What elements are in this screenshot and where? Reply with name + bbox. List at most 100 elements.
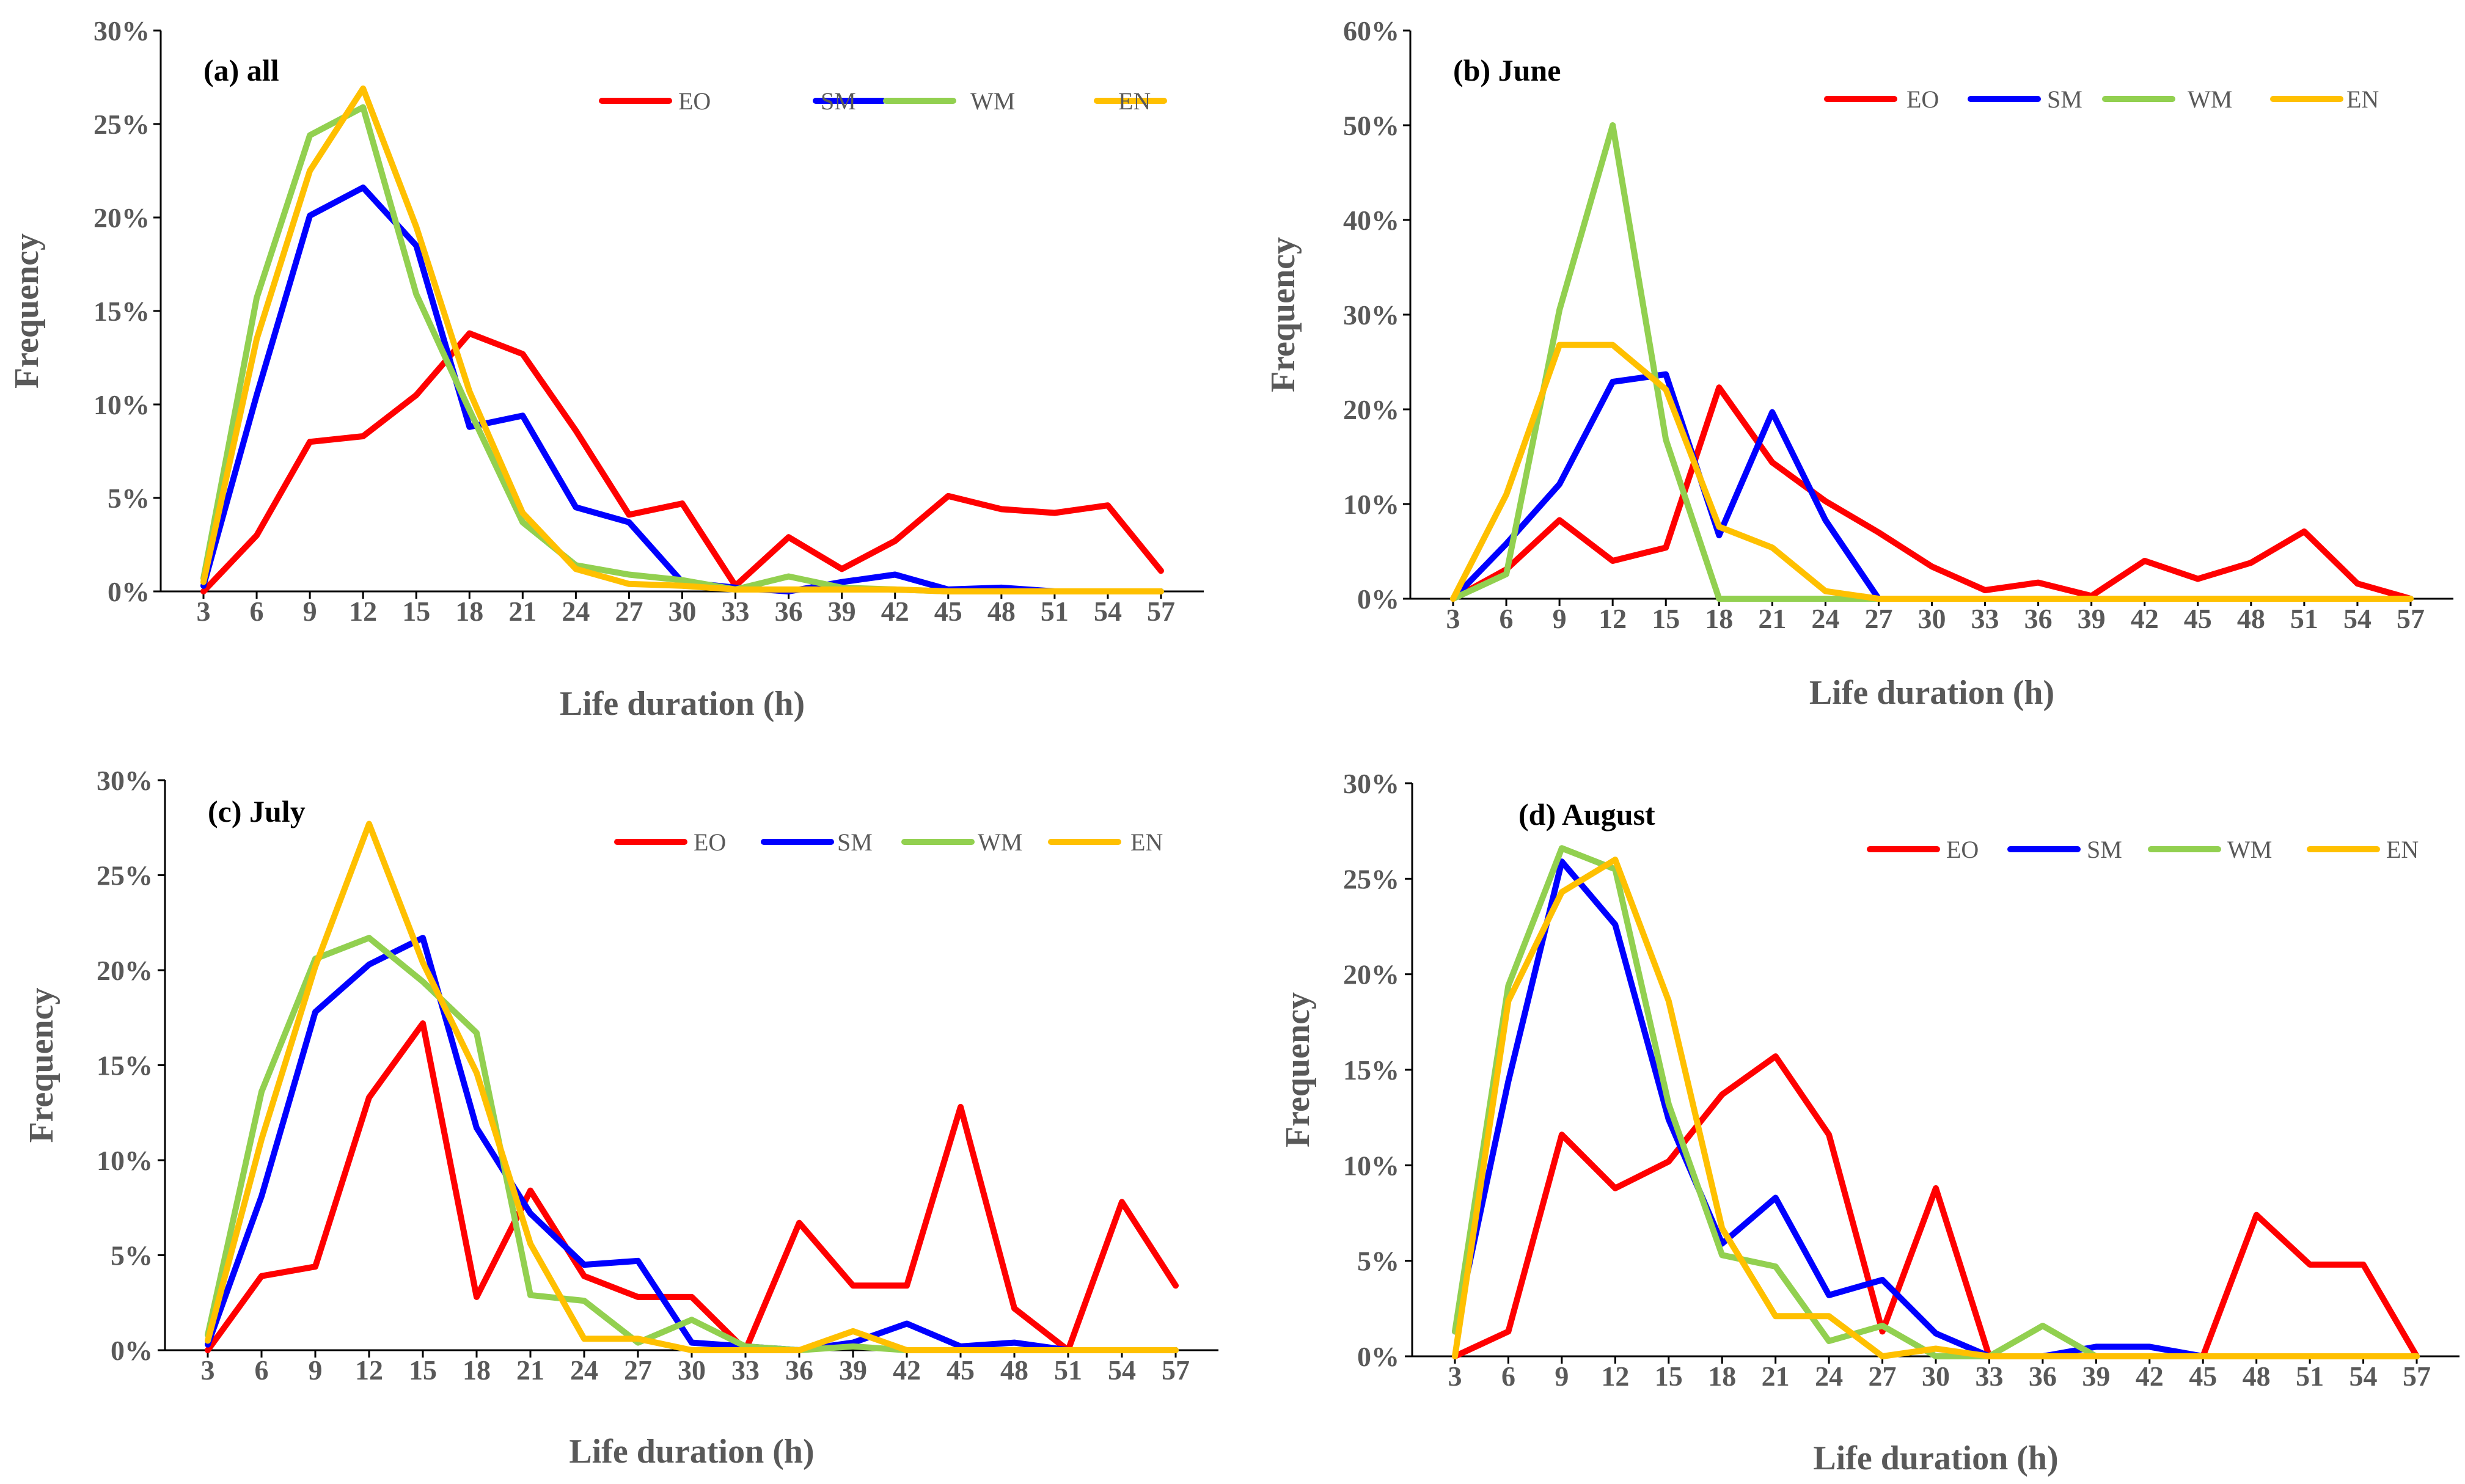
x-tick-label: 3: [201, 1354, 215, 1386]
x-tick-label: 6: [255, 1354, 269, 1386]
x-tick-label: 21: [1762, 1361, 1790, 1392]
series-line-en: [205, 821, 1179, 1353]
y-tick-label: 10%: [93, 389, 150, 420]
x-tick-label: 3: [1448, 1361, 1462, 1392]
x-tick-label: 33: [722, 596, 750, 627]
x-tick-label: 33: [1975, 1361, 2003, 1392]
x-tick-label: 36: [2029, 1361, 2057, 1392]
x-tick-label: 24: [1811, 603, 1839, 634]
x-tick-label: 51: [1041, 596, 1069, 627]
x-tick-label: 48: [2243, 1361, 2271, 1392]
series-line-eo: [1450, 384, 2414, 602]
series-line-en: [1452, 857, 2420, 1359]
x-tick-label: 57: [1162, 1354, 1190, 1386]
x-tick-label: 12: [1599, 603, 1627, 634]
x-tick-label: 18: [1708, 1361, 1736, 1392]
legend-label-sm: SM: [2087, 836, 2122, 863]
legend-label-wm: WM: [2227, 836, 2272, 863]
x-tick-label: 45: [934, 596, 962, 627]
y-tick-label: 10%: [1343, 489, 1399, 520]
x-tick-label: 36: [775, 596, 803, 627]
legend-label-eo: EO: [1946, 836, 1979, 863]
x-tick-label: 18: [455, 596, 483, 627]
y-tick-label: 30%: [93, 15, 150, 46]
y-tick-label: 20%: [1343, 959, 1399, 990]
legend-label-en: EN: [1130, 828, 1163, 856]
x-tick-label: 48: [1000, 1354, 1028, 1386]
y-tick-label: 0%: [108, 576, 150, 607]
series-line-eo: [200, 330, 1164, 594]
x-axis-title: Life duration (h): [560, 685, 805, 723]
x-tick-label: 33: [1971, 603, 1999, 634]
x-tick-label: 57: [2403, 1361, 2431, 1392]
series-line-sm: [1452, 858, 2420, 1359]
x-tick-label: 39: [2078, 603, 2106, 634]
x-tick-label: 27: [615, 596, 643, 627]
series-line-wm: [200, 104, 1164, 594]
x-tick-label: 9: [303, 596, 317, 627]
y-tick-label: 20%: [1343, 394, 1399, 425]
series-line-wm: [1450, 122, 2414, 602]
x-tick-label: 48: [987, 596, 1016, 627]
x-tick-label: 33: [731, 1354, 760, 1386]
y-tick-label: 15%: [97, 1050, 153, 1081]
x-axis-title: Life duration (h): [569, 1433, 814, 1471]
legend-label-sm: SM: [821, 87, 856, 115]
x-tick-label: 21: [1758, 603, 1786, 634]
x-tick-label: 27: [1869, 1361, 1897, 1392]
x-tick-label: 54: [1094, 596, 1122, 627]
y-axis-title: Frequency: [8, 233, 46, 389]
x-tick-label: 6: [1501, 1361, 1515, 1392]
legend-label-eo: EO: [678, 87, 711, 115]
x-tick-label: 51: [2290, 603, 2318, 634]
x-tick-label: 42: [881, 596, 909, 627]
y-tick-label: 0%: [1357, 583, 1399, 615]
x-tick-label: 18: [1705, 603, 1733, 634]
legend: EO SM WM EN: [1867, 836, 2419, 863]
y-axis-title: Frequency: [1264, 237, 1302, 392]
y-tick-label: 20%: [97, 955, 153, 986]
x-tick-label: 27: [624, 1354, 652, 1386]
legend-label-wm: WM: [2188, 86, 2232, 113]
x-tick-label: 51: [2296, 1361, 2324, 1392]
chart-panel-c: 0%5%10%15%20%25%30%3 6 9 12 15 18 21 24 27 30 33 36…: [23, 765, 1218, 1471]
series-line-wm: [1452, 845, 2420, 1359]
legend-label-en: EN: [2386, 836, 2419, 863]
x-tick-label: 30: [668, 596, 697, 627]
legend: EO SM WM EN: [599, 87, 1167, 115]
panel-title: (d) August: [1518, 797, 1655, 832]
series-line-eo: [1452, 1053, 2420, 1359]
x-tick-label: 45: [2189, 1361, 2217, 1392]
x-tick-label: 24: [570, 1354, 598, 1386]
y-tick-label: 60%: [1343, 15, 1399, 46]
x-tick-label: 57: [1147, 596, 1175, 627]
x-tick-label: 54: [2343, 603, 2372, 634]
x-tick-label: 54: [1108, 1354, 1136, 1386]
y-tick-label: 25%: [93, 109, 150, 140]
x-tick-label: 6: [1500, 603, 1514, 634]
x-tick-label: 15: [409, 1354, 437, 1386]
x-tick-label: 42: [893, 1354, 921, 1386]
y-tick-label: 30%: [97, 765, 153, 796]
series-line-sm: [205, 935, 1179, 1353]
y-tick-label: 30%: [1343, 299, 1399, 331]
y-tick-label: 10%: [1343, 1150, 1399, 1181]
panel-title: (a) all: [203, 53, 279, 87]
y-tick-label: 0%: [111, 1335, 153, 1366]
legend-label-en: EN: [1118, 87, 1151, 115]
y-tick-label: 15%: [93, 296, 150, 327]
x-tick-label: 6: [250, 596, 264, 627]
y-axis-title: Frequency: [23, 987, 60, 1142]
x-tick-label: 3: [1446, 603, 1460, 634]
x-tick-label: 45: [2184, 603, 2212, 634]
x-tick-label: 9: [1555, 1361, 1569, 1392]
legend: EO SM WM EN: [1824, 86, 2379, 113]
y-tick-label: 5%: [111, 1240, 153, 1271]
legend-label-sm: SM: [837, 828, 873, 856]
x-tick-label: 24: [562, 596, 590, 627]
x-tick-label: 30: [1918, 603, 1946, 634]
x-tick-label: 45: [947, 1354, 975, 1386]
x-tick-label: 36: [785, 1354, 813, 1386]
chart-panel-a: 0%5%10%15%20%25%30%3 6 9 12 15 18 21 24 27 30 33 36…: [8, 15, 1204, 723]
